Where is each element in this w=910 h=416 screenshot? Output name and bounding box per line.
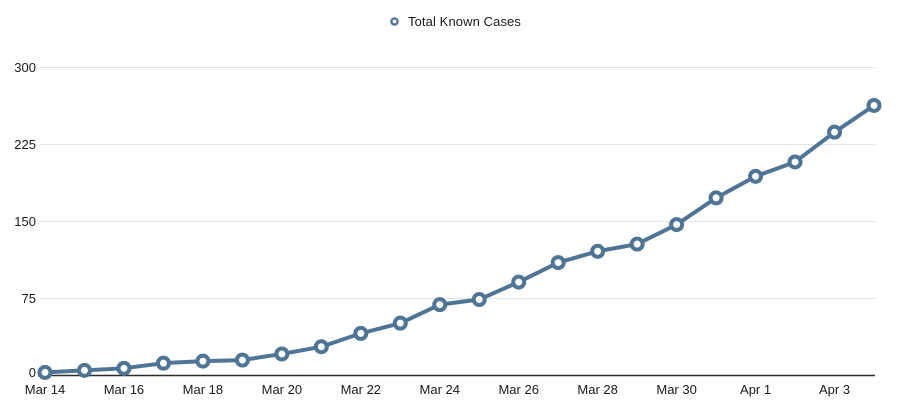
x-tick-label: Mar 16 — [104, 382, 144, 397]
y-tick-label: 150 — [14, 214, 36, 229]
data-point[interactable] — [787, 154, 803, 170]
legend-label: Total Known Cases — [408, 14, 521, 29]
gridlines — [38, 67, 875, 377]
x-tick-label: Mar 18 — [183, 382, 223, 397]
data-point[interactable] — [708, 190, 724, 206]
x-tick-label: Mar 14 — [25, 382, 65, 397]
data-point[interactable] — [37, 364, 53, 380]
data-point[interactable] — [669, 217, 685, 233]
data-point[interactable] — [827, 124, 843, 140]
legend-item-total-known-cases[interactable]: Total Known Cases — [389, 14, 521, 29]
data-point[interactable] — [392, 315, 408, 331]
data-point[interactable] — [748, 168, 764, 184]
data-point[interactable] — [313, 339, 329, 355]
x-tick-label: Mar 30 — [656, 382, 696, 397]
x-tick-label: Mar 22 — [341, 382, 381, 397]
x-tick-label: Mar 26 — [498, 382, 538, 397]
x-axis-labels: Mar 14 Mar 16 Mar 18 Mar 20 Mar 22 Mar 24 Mar … — [25, 382, 850, 397]
legend-marker-icon — [390, 17, 399, 26]
data-point[interactable] — [76, 362, 92, 378]
y-tick-label: 0 — [29, 365, 36, 380]
data-point[interactable] — [234, 352, 250, 368]
data-point[interactable] — [116, 360, 132, 376]
data-point[interactable] — [511, 274, 527, 290]
data-point[interactable] — [353, 325, 369, 341]
x-tick-label: Apr 3 — [819, 382, 850, 397]
data-point[interactable] — [866, 97, 882, 113]
data-point[interactable] — [195, 353, 211, 369]
y-tick-label: 75 — [22, 291, 36, 306]
data-point[interactable] — [155, 355, 171, 371]
data-point[interactable] — [550, 255, 566, 271]
data-point[interactable] — [274, 346, 290, 362]
y-tick-label: 300 — [14, 60, 36, 75]
series-line — [43, 103, 876, 375]
data-point[interactable] — [629, 236, 645, 252]
x-tick-label: Apr 1 — [740, 382, 771, 397]
x-tick-label: Mar 20 — [262, 382, 302, 397]
x-tick-label: Mar 28 — [577, 382, 617, 397]
y-tick-label: 225 — [14, 137, 36, 152]
data-points — [37, 97, 882, 380]
x-tick-label: Mar 24 — [420, 382, 460, 397]
data-point[interactable] — [432, 297, 448, 313]
y-axis-labels: 0 75 150 225 300 — [14, 60, 36, 380]
data-point[interactable] — [471, 292, 487, 308]
legend: Total Known Cases — [0, 14, 910, 29]
data-point[interactable] — [590, 243, 606, 259]
